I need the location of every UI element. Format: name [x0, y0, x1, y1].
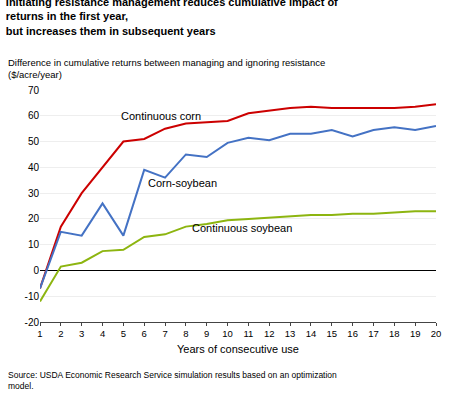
svg-text:Initiating resistance manageme: Initiating resistance management reduces… [6, 0, 338, 37]
svg-text:-20: -20 [25, 317, 40, 328]
svg-text:Continuous soybean: Continuous soybean [192, 222, 292, 234]
svg-text:Continuous corn: Continuous corn [121, 110, 201, 122]
svg-text:0: 0 [33, 265, 39, 276]
svg-text:10: 10 [28, 239, 40, 250]
svg-text:1: 1 [37, 328, 42, 339]
svg-text:Years of consecutive use: Years of consecutive use [177, 343, 299, 355]
svg-text:19: 19 [410, 328, 421, 339]
svg-text:13: 13 [285, 328, 296, 339]
svg-text:15: 15 [327, 328, 338, 339]
svg-text:10: 10 [222, 328, 233, 339]
svg-text:Source: USDA Economic Research: Source: USDA Economic Research Service s… [8, 370, 337, 391]
svg-text:20: 20 [28, 213, 40, 224]
svg-text:3: 3 [79, 328, 84, 339]
svg-text:4: 4 [100, 328, 105, 339]
svg-text:9: 9 [204, 328, 209, 339]
svg-text:18: 18 [389, 328, 400, 339]
svg-text:11: 11 [243, 328, 253, 339]
svg-text:8: 8 [183, 328, 188, 339]
svg-text:14: 14 [306, 328, 317, 339]
svg-text:-10: -10 [25, 291, 40, 302]
svg-text:2: 2 [58, 328, 63, 339]
svg-text:30: 30 [28, 188, 40, 199]
svg-text:40: 40 [28, 162, 40, 173]
svg-text:Corn-soybean: Corn-soybean [148, 177, 217, 189]
svg-text:5: 5 [121, 328, 126, 339]
svg-text:17: 17 [368, 328, 379, 339]
svg-text:Difference in cumulative retur: Difference in cumulative returns between… [8, 57, 325, 80]
svg-text:7: 7 [162, 328, 167, 339]
svg-text:12: 12 [264, 328, 275, 339]
svg-text:50: 50 [28, 136, 40, 147]
svg-text:6: 6 [142, 328, 147, 339]
svg-text:70: 70 [28, 85, 40, 96]
svg-text:60: 60 [28, 110, 40, 121]
svg-text:20: 20 [431, 328, 442, 339]
svg-text:16: 16 [347, 328, 358, 339]
